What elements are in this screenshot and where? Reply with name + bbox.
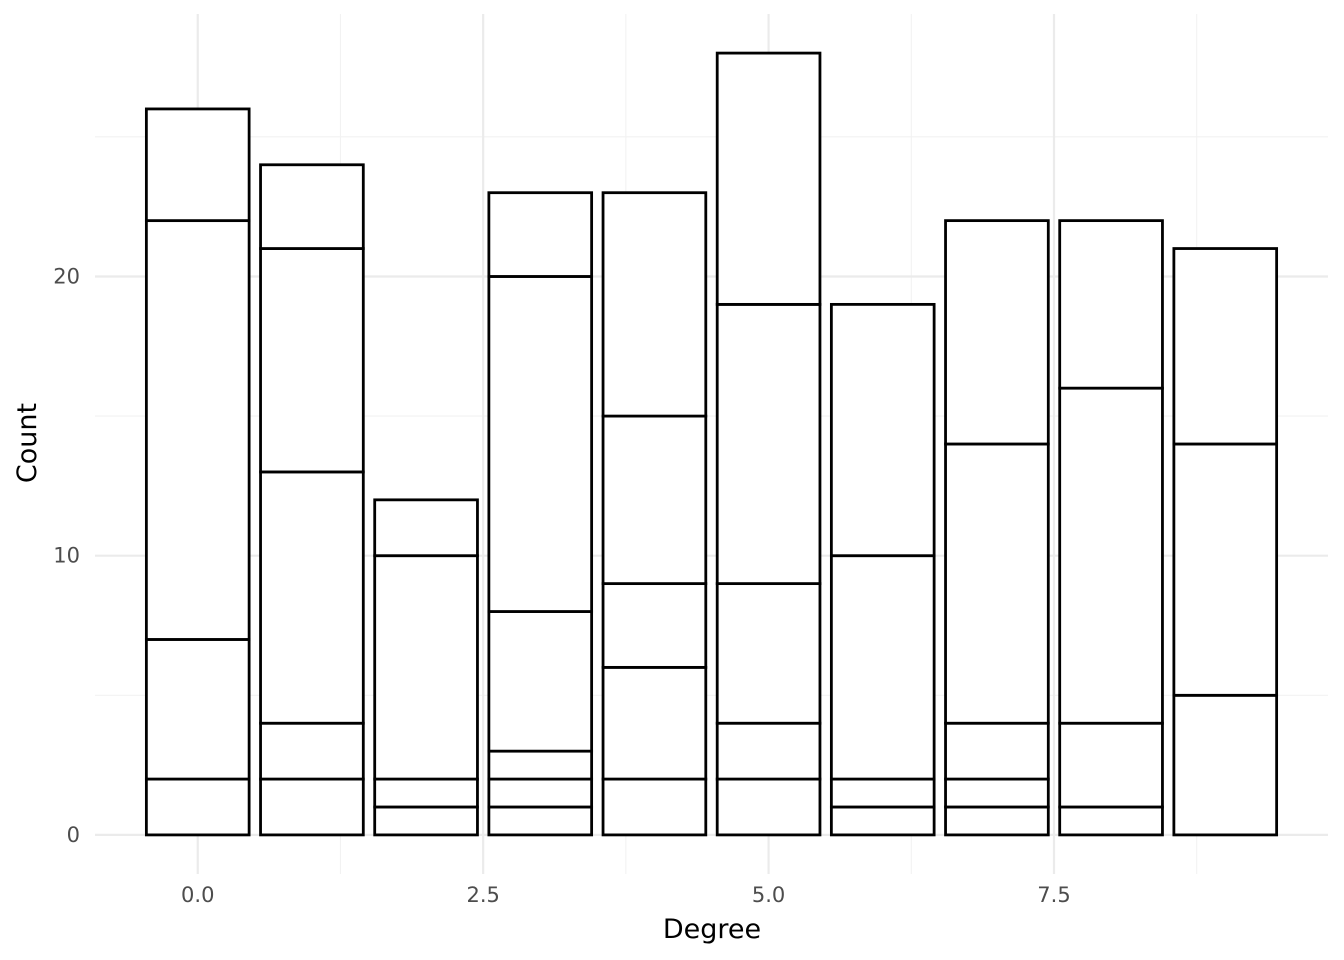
bar-stack-6 — [829, 302, 936, 837]
bar-stack-0 — [144, 107, 251, 837]
bar-segment — [259, 777, 365, 837]
bar-stack-8 — [1058, 219, 1164, 837]
bar-segment — [373, 777, 479, 809]
bar-segment — [1058, 386, 1164, 725]
bar-stack-2 — [373, 498, 479, 837]
bar-segment — [829, 302, 936, 558]
bar-segment — [487, 275, 594, 613]
bar-segment — [601, 777, 708, 837]
bar-segment — [373, 554, 479, 781]
x-axis-title: Degree — [663, 914, 761, 945]
bar-segment — [487, 805, 594, 837]
bar-segment — [715, 302, 822, 586]
bar-stack-9 — [1172, 247, 1279, 837]
x-tick-label: 7.5 — [1037, 883, 1070, 907]
bar-segment — [144, 219, 251, 641]
y-axis-ticks: 0 10 20 — [53, 264, 80, 846]
bar-segment — [1172, 693, 1279, 837]
bar-stack-3 — [487, 191, 594, 837]
bar-segment — [715, 777, 822, 837]
bar-segment — [144, 638, 251, 781]
bar-segment — [1058, 721, 1164, 809]
bar-segment — [944, 805, 1050, 837]
bar-stack-4 — [601, 191, 708, 837]
bar-segment — [1058, 219, 1164, 390]
bar-segment — [944, 777, 1050, 809]
bar-segment — [944, 442, 1050, 725]
bar-segment — [829, 777, 936, 809]
y-axis-title: Count — [12, 403, 43, 483]
bar-segment — [601, 191, 708, 418]
bars — [144, 51, 1279, 837]
y-tick-label: 0 — [67, 823, 80, 847]
bar-stack-1 — [259, 163, 365, 837]
y-tick-label: 20 — [53, 264, 80, 288]
bar-segment — [487, 610, 594, 753]
bar-segment — [944, 219, 1050, 446]
bar-segment — [259, 721, 365, 781]
bar-segment — [487, 191, 594, 278]
bar-segment — [1172, 442, 1279, 697]
bar-segment — [259, 247, 365, 474]
bar-segment — [259, 163, 365, 250]
bar-segment — [715, 721, 822, 781]
bar-segment — [715, 582, 822, 725]
bar-segment — [601, 665, 708, 781]
bar-stack-5 — [715, 51, 822, 837]
bar-segment — [487, 777, 594, 809]
x-tick-label: 5.0 — [752, 883, 785, 907]
bar-segment — [715, 51, 822, 306]
bar-segment — [144, 107, 251, 223]
bar-segment — [1058, 805, 1164, 837]
bar-segment — [601, 582, 708, 669]
bar-segment — [259, 470, 365, 725]
bar-stack-7 — [944, 219, 1050, 837]
bar-segment — [487, 749, 594, 781]
x-tick-label: 2.5 — [466, 883, 499, 907]
bar-segment — [373, 805, 479, 837]
bar-segment — [829, 805, 936, 837]
bar-segment — [144, 777, 251, 837]
bar-segment — [601, 414, 708, 586]
bar-segment — [373, 498, 479, 558]
bar-segment — [944, 721, 1050, 781]
bar-segment — [829, 554, 936, 781]
bar-segment — [1172, 247, 1279, 446]
x-tick-label: 0.0 — [181, 883, 214, 907]
y-tick-label: 10 — [53, 544, 80, 568]
x-axis-ticks: 0.0 2.5 5.0 7.5 — [181, 883, 1071, 907]
